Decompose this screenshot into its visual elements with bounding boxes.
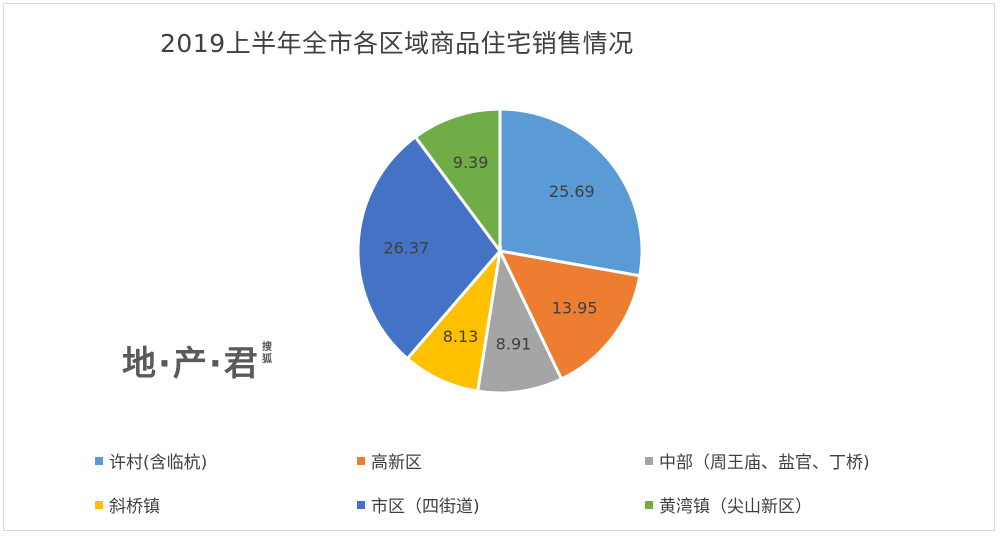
legend-swatch	[357, 456, 365, 465]
legend-item: 中部（周王庙、盐官、丁桥)	[645, 448, 870, 473]
legend-swatch	[95, 456, 103, 465]
pie-slice	[475, 246, 564, 395]
legend-label: 市区（四街道)	[371, 497, 480, 517]
legend-swatch	[645, 456, 653, 465]
watermark-sub: 搜狐	[262, 342, 272, 365]
pie-data-label: 25.69	[549, 182, 595, 201]
pie-data-label: 8.91	[496, 335, 532, 354]
legend-item: 黄湾镇（尖山新区）	[645, 492, 812, 517]
pie-slice	[497, 249, 642, 382]
legend-label: 中部（周王庙、盐官、丁桥)	[659, 453, 870, 473]
legend-item: 高新区	[357, 448, 422, 473]
legend-item: 斜桥镇	[95, 492, 160, 517]
pie-data-label: 8.13	[443, 327, 479, 346]
pie-slice	[356, 134, 502, 361]
legend-swatch	[357, 500, 365, 509]
legend-label: 黄湾镇（尖山新区）	[659, 497, 812, 517]
legend-swatch	[95, 500, 103, 509]
pie-slice	[413, 107, 502, 256]
legend-label: 斜桥镇	[109, 497, 160, 517]
legend-item: 市区（四街道)	[357, 492, 480, 517]
legend-item: 许村(含临杭)	[95, 448, 207, 473]
chart-title: 2019上半年全市各区域商品住宅销售情况	[160, 29, 634, 58]
legend-label: 许村(含临杭)	[109, 453, 208, 473]
pie-data-label: 13.95	[552, 299, 598, 318]
legend-label: 高新区	[371, 453, 422, 473]
pie-slice	[498, 107, 644, 278]
legend-swatch	[645, 500, 653, 509]
pie-data-label: 9.39	[453, 153, 489, 172]
pie-data-label: 26.37	[383, 239, 429, 258]
watermark-logo: 地·产·君	[122, 344, 260, 384]
